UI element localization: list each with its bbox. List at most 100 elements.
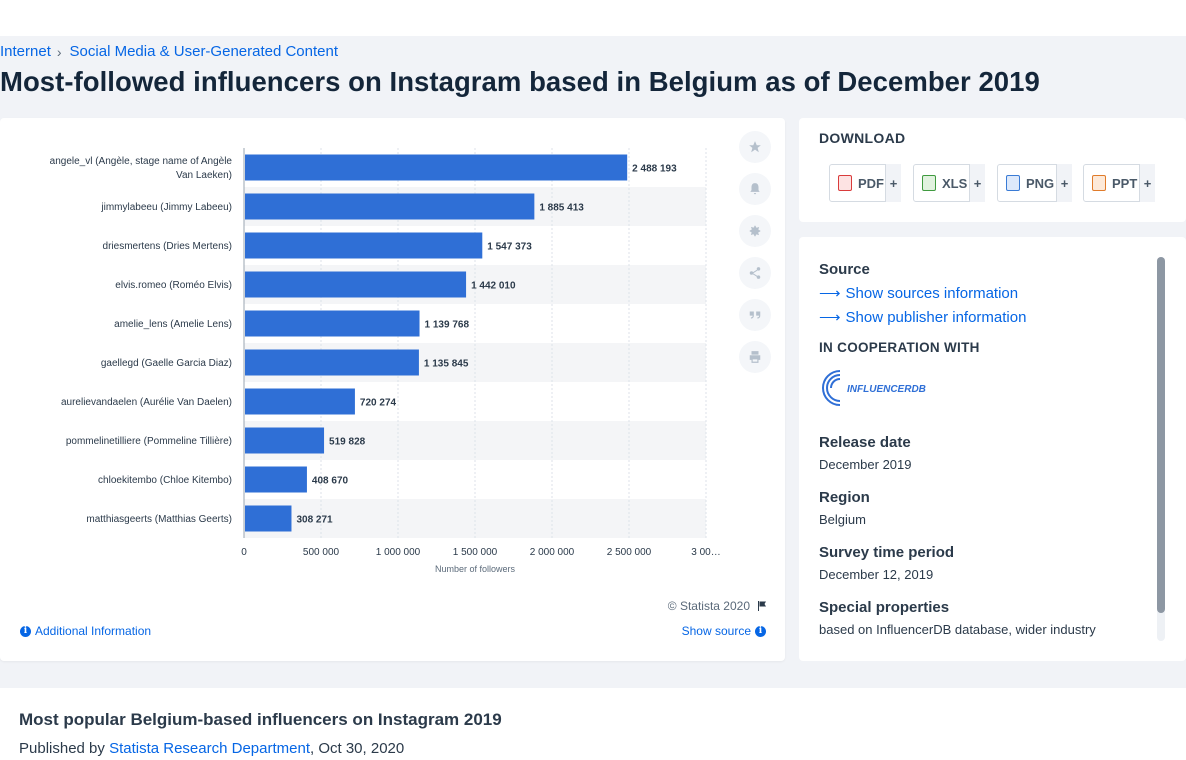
breadcrumb: Internet › Social Media & User-Generated… [0, 43, 338, 60]
x-tick-label: 2 000 000 [530, 547, 575, 558]
survey-period-label: Survey time period [819, 544, 954, 561]
x-tick-label: 3 00… [691, 547, 720, 558]
download-ppt-label: PPT [1112, 176, 1137, 191]
release-date-label: Release date [819, 434, 911, 451]
quote-icon [748, 308, 762, 322]
bar [245, 506, 291, 532]
star-icon [748, 140, 762, 154]
x-tick-label: 1 000 000 [376, 547, 421, 558]
bar [245, 272, 466, 298]
notify-button[interactable] [739, 173, 771, 205]
download-png-label: PNG [1026, 176, 1054, 191]
category-label: matthiasgeerts (Matthias Geerts) [86, 514, 232, 525]
info-icon: i [20, 626, 31, 637]
breadcrumb-item-internet[interactable]: Internet [0, 43, 51, 60]
ppt-options-button[interactable]: + [1139, 164, 1155, 202]
publisher-link[interactable]: Statista Research Department [109, 740, 310, 757]
x-tick-label: 500 000 [303, 547, 340, 558]
page-title: Most-followed influencers on Instagram b… [0, 66, 1040, 98]
category-label: Van Laeken) [176, 170, 232, 181]
bell-icon [748, 182, 762, 196]
region-value: Belgium [819, 512, 866, 527]
show-publisher-label: Show publisher information [846, 309, 1027, 326]
bar [245, 155, 627, 181]
download-title: DOWNLOAD [819, 130, 905, 146]
category-label: jimmylabeeu (Jimmy Labeeu) [100, 202, 232, 213]
bar-chart: 2 488 193 angele_vl (Angèle, stage name o… [0, 118, 735, 588]
bar [245, 428, 324, 454]
show-publisher-link[interactable]: ⟶ Show publisher information [819, 308, 1026, 326]
data-label: 1 885 413 [539, 203, 584, 214]
region-label: Region [819, 489, 870, 506]
breadcrumb-separator: › [57, 44, 62, 60]
chart-card: 2 488 193 angele_vl (Angèle, stage name o… [0, 118, 785, 661]
print-button[interactable] [739, 341, 771, 373]
influencerdb-logo-text: INFLUENCERDB [847, 384, 926, 395]
data-label: 1 442 010 [471, 281, 516, 292]
png-icon [1006, 175, 1020, 191]
download-pdf-button[interactable]: PDF + [829, 164, 901, 202]
pdf-icon [838, 175, 852, 191]
data-label: 408 670 [312, 476, 349, 487]
breadcrumb-item-social-media[interactable]: Social Media & User-Generated Content [70, 43, 338, 60]
flag-icon[interactable] [756, 600, 768, 612]
category-label: amelie_lens (Amelie Lens) [114, 319, 232, 330]
bar [245, 233, 482, 259]
data-label: 1 547 373 [487, 242, 532, 253]
published-prefix: Published by [19, 740, 109, 757]
pdf-options-button[interactable]: + [885, 164, 901, 202]
chart-toolbar [739, 131, 771, 383]
special-properties-value: based on InfluencerDB database, wider in… [819, 622, 1096, 637]
category-label: chloekitembo (Chloe Kitembo) [98, 475, 232, 486]
share-icon [748, 266, 762, 280]
arrow-right-icon: ⟶ [819, 284, 841, 302]
download-panel: DOWNLOAD PDF + XLS + PNG + PPT + [799, 118, 1186, 222]
show-sources-link[interactable]: ⟶ Show sources information [819, 284, 1018, 302]
settings-button[interactable] [739, 215, 771, 247]
xls-options-button[interactable]: + [969, 164, 985, 202]
data-label: 2 488 193 [632, 164, 677, 175]
related-statistic-card: Most popular Belgium-based influencers o… [0, 688, 1186, 760]
data-label: 720 274 [360, 398, 397, 409]
cite-button[interactable] [739, 299, 771, 331]
show-sources-label: Show sources information [846, 285, 1019, 302]
top-navigation-bar [0, 0, 1186, 36]
bar [245, 467, 307, 493]
print-icon [748, 350, 762, 364]
show-source-link[interactable]: Show source i [682, 624, 766, 638]
bar [245, 194, 534, 220]
related-statistic-title[interactable]: Most popular Belgium-based influencers o… [19, 710, 502, 730]
copyright-text: © Statista 2020 [668, 599, 750, 613]
png-options-button[interactable]: + [1056, 164, 1072, 202]
data-label: 1 139 768 [425, 320, 470, 331]
download-xls-button[interactable]: XLS + [913, 164, 985, 202]
x-tick-label: 0 [241, 547, 247, 558]
data-label: 519 828 [329, 437, 366, 448]
arrow-right-icon: ⟶ [819, 308, 841, 326]
data-label: 1 135 845 [424, 359, 469, 370]
statistic-details-panel: Source ⟶ Show sources information ⟶ Show… [799, 237, 1186, 661]
x-tick-label: 1 500 000 [453, 547, 498, 558]
download-png-button[interactable]: PNG + [997, 164, 1072, 202]
share-button[interactable] [739, 257, 771, 289]
category-label: angele_vl (Angèle, stage name of Angèle [50, 156, 233, 167]
category-label: driesmertens (Dries Mertens) [103, 241, 232, 252]
xls-icon [922, 175, 936, 191]
special-properties-label: Special properties [819, 599, 949, 616]
release-date-value: December 2019 [819, 457, 912, 472]
additional-information-link[interactable]: i Additional Information [20, 624, 151, 638]
details-scrollbar-thumb[interactable] [1157, 257, 1165, 613]
favorite-button[interactable] [739, 131, 771, 163]
data-label: 308 271 [296, 515, 333, 526]
category-label: pommelinetilliere (Pommeline Tillière) [66, 436, 232, 447]
published-date: , Oct 30, 2020 [310, 740, 404, 757]
download-ppt-button[interactable]: PPT + [1083, 164, 1155, 202]
influencerdb-logo: INFLUENCERDB [819, 367, 929, 409]
category-label: elvis.romeo (Roméo Elvis) [115, 280, 232, 291]
info-icon: i [755, 626, 766, 637]
copyright-notice: © Statista 2020 [668, 599, 768, 613]
bar [245, 389, 355, 415]
x-axis-title: Number of followers [435, 564, 516, 574]
x-tick-label: 2 500 000 [607, 547, 652, 558]
ppt-icon [1092, 175, 1106, 191]
